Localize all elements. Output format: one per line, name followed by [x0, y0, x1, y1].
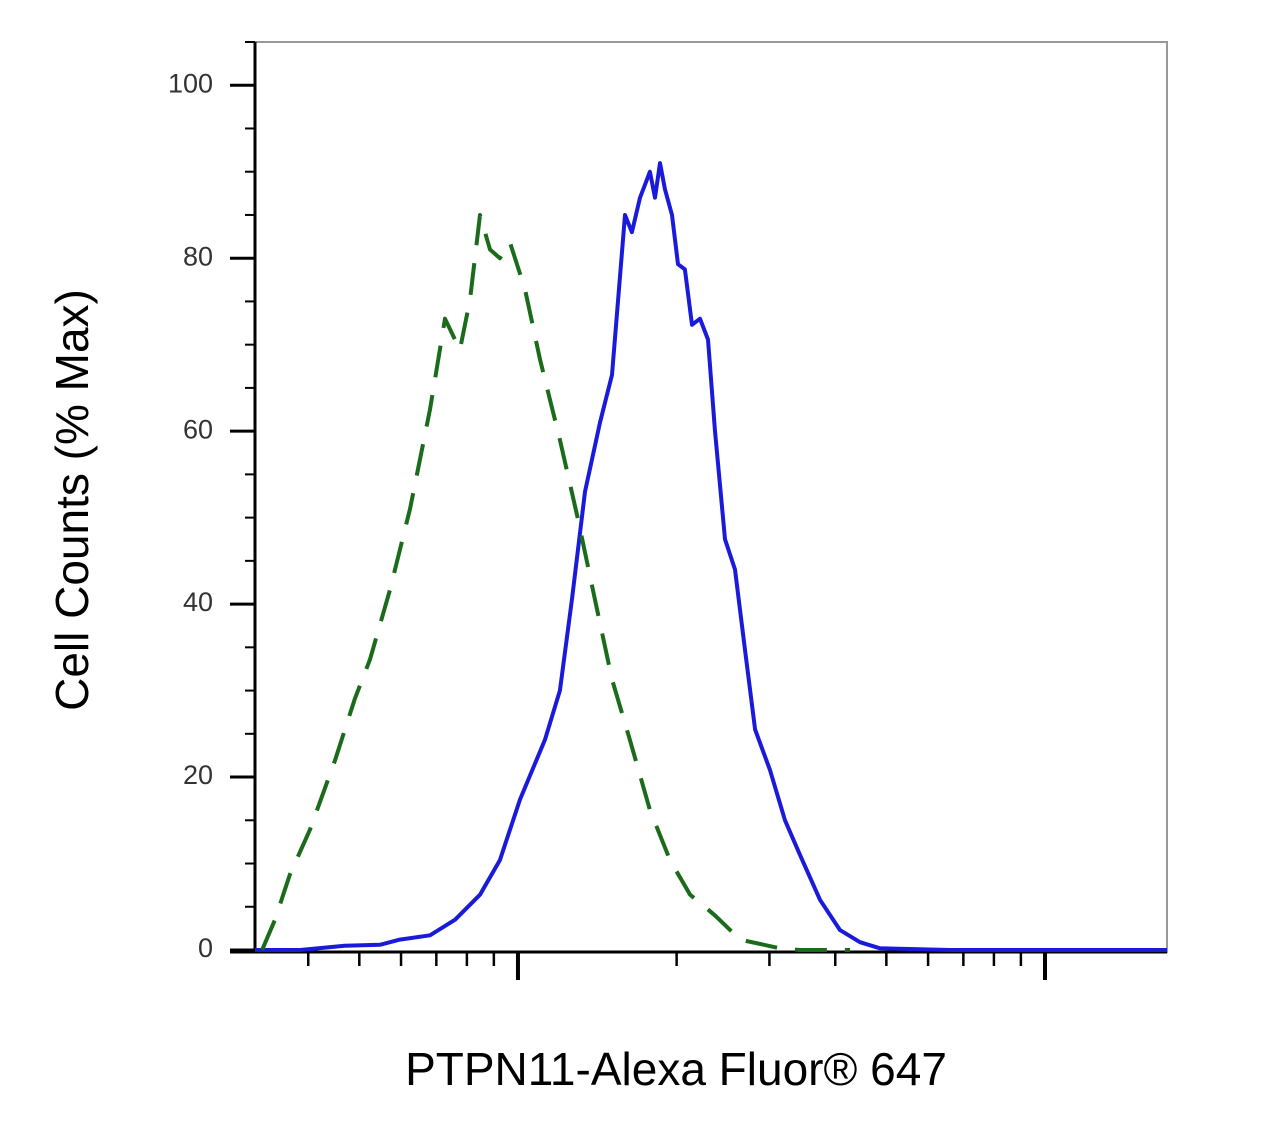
histogram-line — [255, 161, 1167, 952]
y-tick-label: 20 — [183, 760, 213, 790]
y-tick-label: 80 — [183, 241, 213, 271]
histogram-line — [260, 213, 850, 952]
y-tick-label: 100 — [168, 68, 213, 98]
x-axis-title: PTPN11-Alexa Fluor® 647 — [405, 1043, 947, 1095]
y-tick-label: 0 — [198, 933, 213, 963]
y-tick-label: 40 — [183, 587, 213, 617]
y-tick-label: 60 — [183, 414, 213, 444]
plot-frame — [254, 41, 1168, 953]
y-axis-title: Cell Counts (% Max) — [46, 289, 98, 711]
